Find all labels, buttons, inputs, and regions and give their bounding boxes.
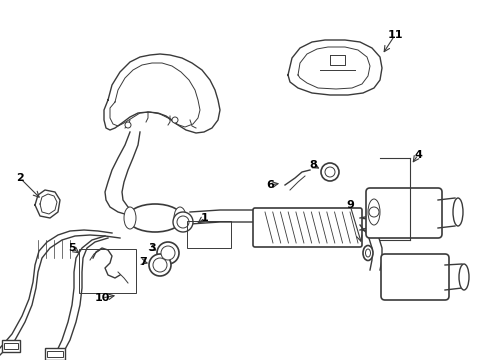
Circle shape bbox=[325, 167, 334, 177]
Text: 11: 11 bbox=[386, 30, 402, 40]
Circle shape bbox=[173, 212, 193, 232]
Circle shape bbox=[172, 117, 178, 123]
Bar bbox=[2, 340, 20, 352]
Text: 9: 9 bbox=[346, 200, 353, 210]
Ellipse shape bbox=[174, 207, 185, 229]
FancyBboxPatch shape bbox=[380, 254, 448, 300]
Ellipse shape bbox=[362, 246, 372, 261]
Bar bbox=[45, 348, 65, 360]
Text: 8: 8 bbox=[308, 160, 316, 170]
Text: 3: 3 bbox=[148, 243, 156, 253]
Circle shape bbox=[157, 242, 179, 264]
Circle shape bbox=[153, 258, 167, 272]
Ellipse shape bbox=[127, 204, 182, 232]
Bar bbox=[47, 351, 63, 357]
Circle shape bbox=[320, 163, 338, 181]
Ellipse shape bbox=[367, 199, 379, 225]
Text: 4: 4 bbox=[413, 150, 421, 160]
Bar bbox=[4, 343, 18, 349]
Ellipse shape bbox=[124, 207, 136, 229]
Ellipse shape bbox=[458, 264, 468, 290]
FancyBboxPatch shape bbox=[252, 208, 361, 247]
Text: 2: 2 bbox=[16, 173, 24, 183]
Ellipse shape bbox=[452, 198, 462, 226]
Text: 10: 10 bbox=[94, 293, 109, 303]
Ellipse shape bbox=[365, 249, 370, 257]
Text: 5: 5 bbox=[68, 243, 76, 253]
Circle shape bbox=[368, 207, 378, 217]
Circle shape bbox=[177, 216, 189, 228]
Circle shape bbox=[125, 122, 131, 128]
Text: 7: 7 bbox=[139, 257, 146, 267]
Text: 6: 6 bbox=[265, 180, 273, 190]
Circle shape bbox=[161, 246, 175, 260]
Text: 1: 1 bbox=[201, 213, 208, 223]
FancyBboxPatch shape bbox=[365, 188, 441, 238]
Circle shape bbox=[149, 254, 171, 276]
